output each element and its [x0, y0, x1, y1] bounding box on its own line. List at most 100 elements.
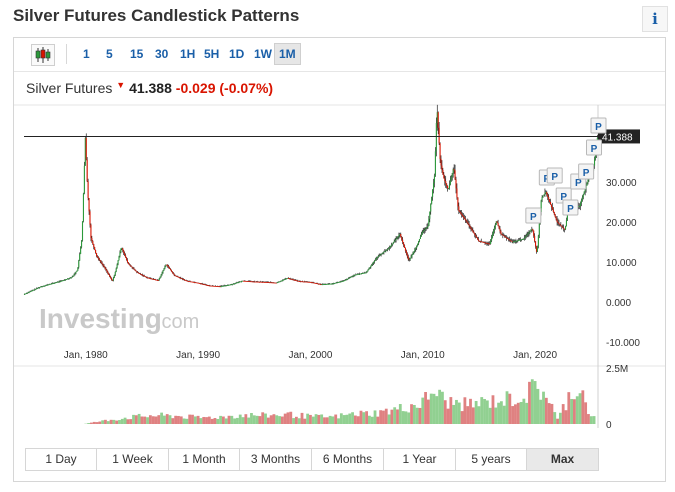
candle-body	[96, 256, 99, 258]
candle-body	[388, 248, 390, 250]
volume-bar	[146, 417, 149, 424]
candle-body	[319, 284, 321, 285]
volume-bar	[258, 416, 262, 424]
pattern-marker-label[interactable]: P	[583, 168, 590, 179]
volume-bar	[191, 414, 194, 424]
volume-bar	[587, 414, 590, 424]
candle-body	[44, 285, 46, 287]
timeframe-30[interactable]: 30	[155, 47, 169, 61]
range-1-day[interactable]: 1 Day	[26, 449, 97, 470]
timeframe-5[interactable]: 5	[106, 47, 113, 61]
candle-body	[374, 259, 377, 261]
candle-body	[244, 280, 246, 282]
candle-body	[33, 289, 35, 291]
candle-body	[212, 285, 214, 287]
timeframe-15[interactable]: 15	[130, 47, 144, 61]
candle-body	[404, 247, 406, 251]
pattern-marker-label[interactable]: P	[551, 172, 558, 183]
candle-body	[579, 206, 581, 207]
candle-body	[514, 241, 516, 242]
pattern-marker-box[interactable]	[590, 117, 607, 134]
candle-body	[345, 279, 348, 281]
timeframe-1h[interactable]: 1H	[180, 47, 196, 61]
volume-bar	[556, 418, 559, 424]
pattern-marker-box[interactable]	[562, 199, 579, 216]
candle-body	[370, 265, 372, 268]
candle-body	[150, 278, 152, 280]
pattern-marker-label[interactable]: P	[595, 122, 602, 133]
candle-body	[492, 231, 494, 235]
timeframe-1[interactable]: 1	[83, 47, 90, 61]
candle-body	[66, 278, 69, 280]
candle-body	[447, 186, 449, 189]
volume-bar	[485, 400, 489, 424]
candle-body	[239, 281, 241, 283]
price-chart[interactable]: Investing .com 30.000 20.000 10.000 0.000 -1…	[14, 38, 665, 481]
candle-body	[376, 256, 378, 259]
candle-body	[583, 191, 585, 195]
timeframe-1m[interactable]: 1M	[274, 43, 301, 65]
pattern-marker[interactable]: P	[590, 117, 607, 134]
range-1-year[interactable]: 1 Year	[384, 449, 456, 470]
volume-bar	[98, 421, 102, 424]
pattern-marker[interactable]: P	[562, 199, 579, 216]
volume-bar	[300, 412, 304, 424]
candle-body	[501, 234, 503, 235]
candle-body	[459, 210, 461, 213]
range-1-week[interactable]: 1 Week	[97, 449, 169, 470]
pattern-marker-label[interactable]: P	[567, 204, 574, 215]
range-3-months[interactable]: 3 Months	[240, 449, 312, 470]
timeframe-1d[interactable]: 1D	[229, 47, 245, 61]
candle-body	[446, 183, 448, 186]
candle-body	[309, 281, 311, 283]
candle-body	[105, 268, 107, 270]
candle-body	[353, 275, 355, 277]
range-5-years[interactable]: 5 years	[456, 449, 527, 470]
range-max[interactable]: Max	[527, 449, 598, 470]
range-1-month[interactable]: 1 Month	[169, 449, 240, 470]
volume-bar	[449, 397, 453, 424]
pattern-marker-label[interactable]: P	[530, 212, 537, 223]
candle-body	[249, 281, 251, 283]
candle-body	[308, 281, 310, 283]
candle-body	[524, 236, 526, 238]
pattern-marker[interactable]: P	[546, 167, 563, 184]
timeframe-5h[interactable]: 5H	[204, 47, 220, 61]
candle-body	[385, 250, 387, 252]
volume-tick-label: 2.5M	[606, 364, 628, 375]
volume-bar	[463, 397, 467, 424]
candle-body	[185, 280, 187, 282]
candle-body	[251, 281, 253, 283]
volume-bar	[539, 399, 543, 424]
candlestick-icon[interactable]	[31, 44, 55, 66]
volume-bar	[182, 418, 186, 424]
timeframe-1w[interactable]: 1W	[254, 47, 272, 61]
range-6-months[interactable]: 6 Months	[312, 449, 384, 470]
volume-bar	[292, 418, 295, 424]
pattern-marker-box[interactable]	[546, 167, 563, 184]
candle-body	[67, 278, 70, 280]
volume-bar	[269, 415, 273, 424]
candle-body	[420, 234, 422, 237]
candle-body	[414, 249, 416, 252]
candle-body	[47, 284, 49, 286]
candle-body	[318, 283, 320, 285]
candle-body	[35, 288, 37, 290]
pattern-marker[interactable]: P	[578, 163, 595, 180]
volume-bar	[87, 423, 90, 424]
pattern-marker[interactable]: P	[525, 207, 542, 224]
pattern-marker-label[interactable]: P	[591, 144, 598, 155]
candle-body	[197, 282, 199, 284]
info-icon[interactable]: i	[642, 6, 668, 32]
pattern-marker[interactable]: P	[586, 139, 603, 156]
candle-body	[37, 287, 40, 289]
volume-bar	[106, 421, 110, 424]
pattern-marker-label[interactable]: P	[560, 192, 567, 203]
candle-body	[532, 229, 534, 231]
pattern-marker-box[interactable]	[578, 163, 595, 180]
pattern-marker-box[interactable]	[586, 139, 603, 156]
candle-body	[331, 283, 333, 285]
pattern-marker-label[interactable]: P	[575, 178, 582, 189]
pattern-marker-box[interactable]	[525, 207, 542, 224]
candle-body	[299, 281, 301, 282]
